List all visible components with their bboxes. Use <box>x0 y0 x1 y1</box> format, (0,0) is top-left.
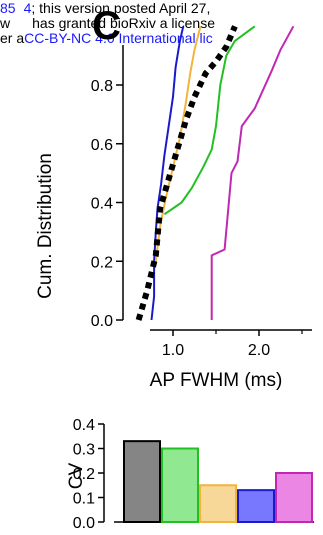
cdf-y-tick-label: 0.0 <box>91 313 113 330</box>
header-prefix-2: w <box>0 15 11 31</box>
cdf-y-tick-label: 0.4 <box>91 196 113 213</box>
header-text-2: has granted bioRxiv a license <box>32 15 216 31</box>
cdf-series-line-4 <box>210 25 295 320</box>
cdf-y-tick-label: 0.8 <box>91 78 113 95</box>
panel-label: C <box>92 4 121 48</box>
cv-y-tick-label: 0.0 <box>73 515 95 532</box>
cv-y-tick-label: 0.4 <box>73 417 95 434</box>
cdf-x-axis-title: AP FWHM (ms) <box>150 370 283 391</box>
header-line-1: 85 4; this version posted April 27, <box>0 1 210 16</box>
cv-bar-2 <box>161 447 199 523</box>
cdf-series-line-3 <box>163 25 256 216</box>
cv-y-tick-label: 0.1 <box>73 491 95 508</box>
cv-bar-1 <box>123 440 161 523</box>
header-prefix-3: er a <box>0 30 25 46</box>
header-line-2: w has granted bioRxiv a license <box>0 16 215 31</box>
cdf-series-line-5 <box>135 25 238 321</box>
cv-y-axis-title: CV <box>66 462 87 489</box>
cv-bar-3 <box>199 484 237 523</box>
cdf-x-tick-label: 1.0 <box>162 342 184 359</box>
header-line-3: er aCC-BY-NC 4.0 International lic <box>0 31 213 46</box>
cdf-y-tick-label: 0.2 <box>91 254 113 271</box>
cv-y-tick-label: 0.2 <box>73 466 95 483</box>
header-text-1: ; this version posted April 27, <box>31 0 211 16</box>
cdf-series-line-1 <box>150 26 185 321</box>
cv-bar-chart: 0.0 0.1 0.2 0.3 0.4 CV <box>66 417 314 532</box>
license-link[interactable]: CC-BY-NC 4.0 International lic <box>24 30 213 46</box>
header-link-1b[interactable]: 4 <box>23 0 32 16</box>
cv-bar-4 <box>237 489 275 523</box>
cv-y-tick-label: 0.3 <box>73 442 95 459</box>
header-link-1[interactable]: 85 <box>0 0 16 16</box>
cdf-plot: 0.00.20.40.60.8 1.02.03.0 Cum. Distribut… <box>35 25 312 391</box>
cv-bar-5 <box>275 472 313 523</box>
cdf-y-tick-label: 0.6 <box>91 137 113 154</box>
cdf-x-tick-label: 2.0 <box>248 342 270 359</box>
cdf-y-axis-title: Cum. Distribution <box>35 153 56 299</box>
